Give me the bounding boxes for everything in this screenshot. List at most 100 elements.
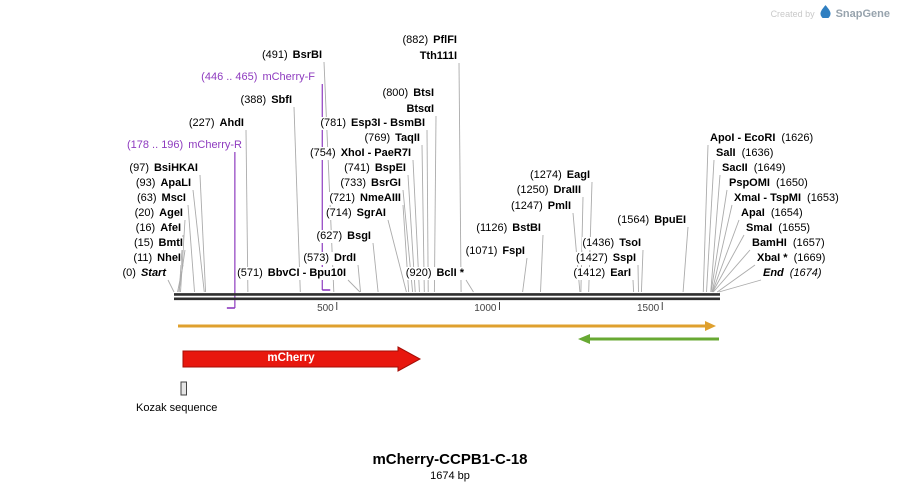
site-name: TsoI <box>619 237 641 249</box>
site-label-drdi[interactable]: (573) DrdI <box>303 252 356 265</box>
full-span-feature-arrow[interactable] <box>178 321 716 331</box>
leader-line-bts-i <box>433 115 437 293</box>
site-name: BtsI <box>413 87 434 99</box>
site-label-pspomi[interactable]: PspOMI (1650) <box>729 177 808 190</box>
site-label-nhei[interactable]: (11) NheI <box>133 252 181 265</box>
site-label-ahdi[interactable]: (227) AhdI <box>188 117 244 130</box>
site-label-apai[interactable]: ApaI (1654) <box>741 207 803 220</box>
plasmid-length: 1674 bp <box>430 470 470 482</box>
site-name: BtsαI <box>406 103 434 115</box>
reverse-feature-arrow[interactable] <box>578 334 719 344</box>
site-position: (1649) <box>753 162 786 174</box>
site-position: (573) <box>303 252 329 264</box>
site-label-sali[interactable]: SalI (1636) <box>716 147 774 160</box>
site-label-bsgi[interactable]: (627) BsgI <box>316 230 371 243</box>
site-label-esp3i-bsmbi[interactable]: (781) Esp3I - BsmBI <box>320 117 425 130</box>
leader-line-sgrai <box>387 219 407 293</box>
primer-name: mCherry-R <box>188 139 242 151</box>
site-label-tth111i[interactable]: Tth111I <box>419 50 457 63</box>
leader-line-eari <box>632 279 635 293</box>
site-name: AhdI <box>219 117 244 129</box>
site-name: Start <box>140 267 166 279</box>
site-label-bmti[interactable]: (15) BmtI <box>133 237 183 250</box>
primer-range: (178 .. 196) <box>126 139 184 151</box>
site-name: XbaI * <box>757 252 788 264</box>
site-label-afei[interactable]: (16) AfeI <box>135 222 181 235</box>
site-label-bpuei[interactable]: (1564) BpuEI <box>617 214 686 227</box>
site-position: (1427) <box>575 252 608 264</box>
leader-line-nhei <box>177 264 184 293</box>
site-label-smai[interactable]: SmaI (1655) <box>746 222 811 235</box>
site-label-fspi[interactable]: (1071) FspI <box>465 245 525 258</box>
site-position: (0) <box>122 267 136 279</box>
site-position: (93) <box>135 177 156 189</box>
site-position: (15) <box>133 237 154 249</box>
site-label-bspei[interactable]: (741) BspEI <box>344 162 406 175</box>
site-name: XmaI - TspMI <box>734 192 802 204</box>
leader-line-bbvci-bpu10i <box>347 279 361 293</box>
site-name: BclI * <box>436 267 464 279</box>
site-name: AfeI <box>160 222 181 234</box>
reverse-feature-arrowhead <box>578 334 590 344</box>
site-label-eari[interactable]: (1412) EarI <box>573 267 631 280</box>
full-span-feature-arrowhead <box>705 321 716 331</box>
site-label-apali[interactable]: (93) ApaLI <box>135 177 191 190</box>
ruler-tick-label-1000: 1000 <box>474 303 497 314</box>
site-label-agei[interactable]: (20) AgeI <box>134 207 183 220</box>
site-position: (1657) <box>792 237 825 249</box>
site-label-msci[interactable]: (63) MscI <box>136 192 186 205</box>
site-name: BstBI <box>512 222 541 234</box>
site-name: DraIII <box>553 184 581 196</box>
site-label-bamhi[interactable]: BamHI (1657) <box>752 237 825 250</box>
site-label-xhoi-paer7i[interactable]: (754) XhoI - PaeR7I <box>310 147 411 160</box>
site-label-xbai[interactable]: XbaI * (1669) <box>757 252 826 265</box>
primer-label-mcherry-f[interactable]: (446 .. 465) mCherry-F <box>201 71 315 84</box>
primer-label-mcherry-r[interactable]: (178 .. 196) mCherry-R <box>126 139 242 152</box>
site-label-end[interactable]: End (1674) <box>763 267 822 280</box>
site-label-bstbi[interactable]: (1126) BstBI <box>476 222 541 235</box>
primer-name: mCherry-F <box>262 71 315 83</box>
site-label-sbfi[interactable]: (388) SbfI <box>240 94 292 107</box>
site-label-bcli[interactable]: (920) BclI * <box>405 267 464 280</box>
site-label-bts-i[interactable]: BtsαI <box>406 103 434 116</box>
site-position: (882) <box>402 34 429 46</box>
site-label-draiii[interactable]: (1250) DraIII <box>516 184 581 197</box>
site-name: ApaLI <box>160 177 191 189</box>
site-position: (97) <box>129 162 149 174</box>
site-name: BamHI <box>752 237 787 249</box>
site-label-start[interactable]: (0) Start <box>122 267 166 280</box>
site-label-nmeaiii[interactable]: (721) NmeAIII <box>329 192 401 205</box>
site-name: SspI <box>612 252 636 264</box>
site-position: (388) <box>240 94 267 106</box>
site-label-bsihkai[interactable]: (97) BsiHKAI <box>129 162 198 175</box>
site-label-pmli[interactable]: (1247) PmlI <box>510 200 571 213</box>
kozak-marker[interactable] <box>180 381 187 396</box>
site-label-sgrai[interactable]: (714) SgrAI <box>325 207 386 220</box>
site-label-bsrgi[interactable]: (733) BsrGI <box>340 177 401 190</box>
site-label-pflfi[interactable]: (882) PflFI <box>402 34 457 47</box>
site-label-apoi-ecori[interactable]: ApoI - EcoRI (1626) <box>710 132 814 145</box>
site-name: BsrGI <box>371 177 401 189</box>
leader-line-xbai <box>716 264 756 293</box>
site-label-sacii[interactable]: SacII (1649) <box>722 162 786 175</box>
site-name: SmaI <box>746 222 773 234</box>
site-position: (1655) <box>778 222 811 234</box>
site-label-btsi[interactable]: (800) BtsI <box>382 87 434 100</box>
site-label-xmai-tspmi[interactable]: XmaI - TspMI (1653) <box>734 192 839 205</box>
site-label-sspi[interactable]: (1427) SspI <box>575 252 636 265</box>
leader-line-smai <box>712 234 745 293</box>
site-name: NmeAIII <box>360 192 401 204</box>
site-label-bbvci-bpu10i[interactable]: (571) BbvCI - Bpu10I <box>237 267 346 280</box>
leader-line-bstbi <box>540 234 544 293</box>
site-label-eagi[interactable]: (1274) EagI <box>529 169 590 182</box>
site-position: (754) <box>310 147 336 159</box>
site-name: BsiHKAI <box>153 162 198 174</box>
sequence-map-line[interactable] <box>174 293 720 301</box>
site-label-taqii[interactable]: (769) TaqII <box>364 132 420 145</box>
leader-line-msci <box>187 204 195 293</box>
site-label-bsrbi[interactable]: (491) BsrBI <box>261 49 322 62</box>
mcherry-feature-arrow[interactable] <box>182 346 422 372</box>
site-position: (627) <box>316 230 343 242</box>
site-label-tsoi[interactable]: (1436) TsoI <box>582 237 641 250</box>
